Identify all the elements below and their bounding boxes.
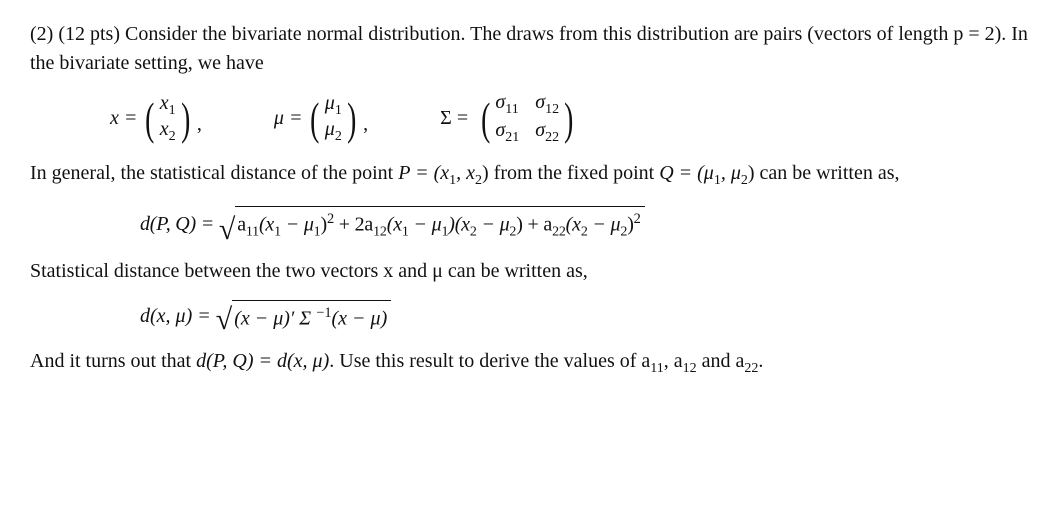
mu-vector: ( μ1 μ2 ) xyxy=(307,93,359,144)
stat-distance-intro: In general, the statistical distance of … xyxy=(30,159,1028,191)
x-equals: x = xyxy=(110,104,142,133)
stat-distance-vectors-intro: Statistical distance between the two vec… xyxy=(30,257,1028,286)
sigma-equals: Σ = xyxy=(440,104,478,133)
intro-paragraph: (2) (12 pts) Consider the bivariate norm… xyxy=(30,20,1028,78)
dPQ-sqrt: √ a11(x1 − μ1)2 + 2a12(x1 − μ1)(x2 − μ2)… xyxy=(219,206,645,243)
x-vector: ( x1 x2 ) xyxy=(142,93,193,144)
dxmu-equation: d(x, μ) = √ (x − μ)′ Σ −1(x − μ) xyxy=(140,300,1028,334)
sigma-matrix: ( σ11 σ12 σ21 σ22 ) xyxy=(478,92,576,145)
dxmu-sqrt: √ (x − μ)′ Σ −1(x − μ) xyxy=(216,300,392,334)
dxmu-lhs: d(x, μ) = xyxy=(140,302,211,331)
vectors-definition: x = ( x1 x2 ) , μ = ( μ1 μ2 ) , Σ = ( σ1… xyxy=(110,92,1028,145)
dPQ-equation: d(P, Q) = √ a11(x1 − μ1)2 + 2a12(x1 − μ1… xyxy=(140,206,1028,243)
mu-equals: μ = xyxy=(274,104,308,133)
comma-2: , xyxy=(359,110,370,145)
comma-1: , xyxy=(193,110,204,145)
conclusion-paragraph: And it turns out that d(P, Q) = d(x, μ).… xyxy=(30,347,1028,379)
dPQ-lhs: d(P, Q) = xyxy=(140,210,214,239)
